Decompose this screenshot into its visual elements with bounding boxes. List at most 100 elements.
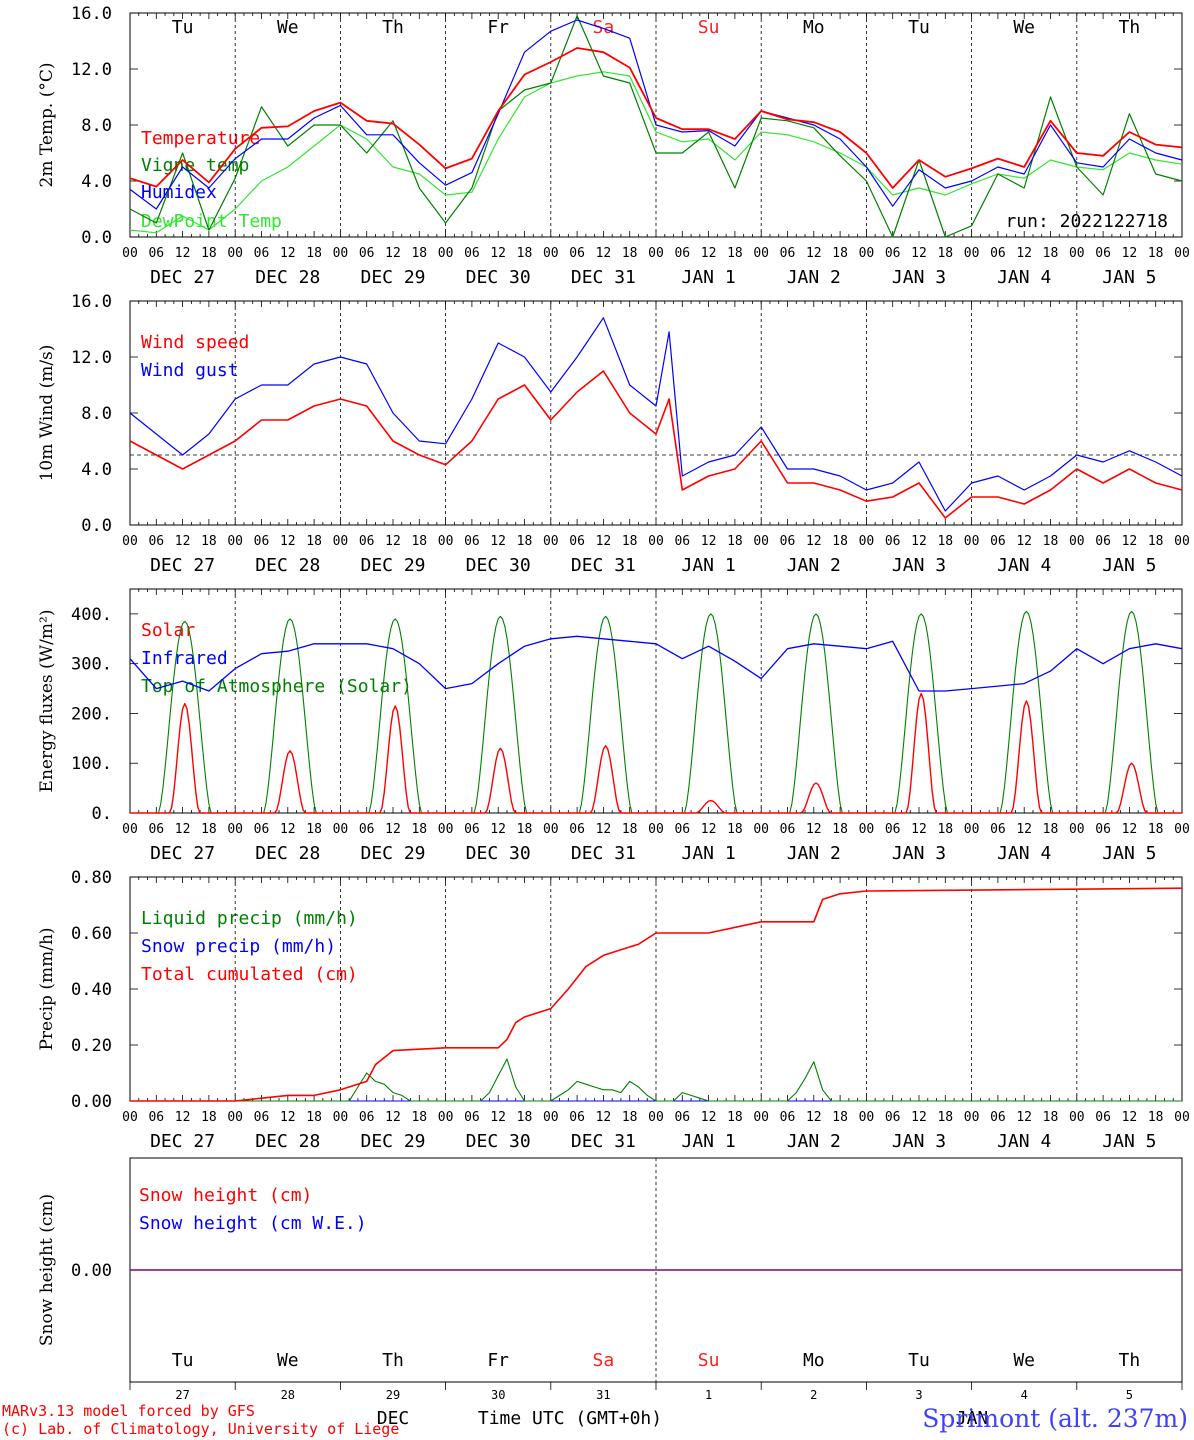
hour-tick-label: 18 [517, 822, 533, 837]
hour-tick-label: 00 [648, 1110, 664, 1125]
hour-tick-label: 06 [780, 822, 796, 837]
hour-tick-label: 12 [596, 822, 612, 837]
hour-tick-label: 18 [201, 246, 217, 261]
series-line-solar [130, 692, 1182, 814]
hour-tick-label: 06 [780, 246, 796, 261]
hour-tick-label: 06 [885, 534, 901, 549]
hour-tick-label: 12 [175, 1110, 191, 1125]
day-number: 30 [491, 1388, 505, 1402]
snow-legend: Snow height (cm) Snow height (cm W.E.) [139, 1185, 367, 1234]
hour-tick-label: 00 [859, 1110, 875, 1125]
y-tick-label: 0.00 [71, 1261, 112, 1281]
hour-tick-label: 12 [806, 246, 822, 261]
hour-tick-label: 12 [911, 1110, 927, 1125]
hour-tick-label: 18 [201, 1110, 217, 1125]
hour-tick-label: 12 [701, 534, 717, 549]
hour-tick-label: 18 [306, 246, 322, 261]
hour-tick-label: 18 [201, 822, 217, 837]
date-label: DEC 28 [255, 843, 320, 864]
legend-infrared: Infrared [141, 648, 228, 669]
hour-tick-label: 06 [464, 822, 480, 837]
hour-tick-label: 06 [359, 822, 375, 837]
hour-tick-label: 06 [254, 534, 270, 549]
date-label: JAN 1 [682, 267, 736, 288]
month-label: DEC [377, 1408, 410, 1429]
hour-tick-label: 06 [674, 534, 690, 549]
hour-tick-label: 00 [438, 246, 454, 261]
hour-tick-label: 18 [832, 1110, 848, 1125]
legend-solar: Solar [141, 620, 195, 641]
date-label: DEC 30 [466, 843, 531, 864]
hour-tick-label: 00 [1174, 822, 1190, 837]
date-label: DEC 30 [466, 1131, 531, 1152]
hour-tick-label: 18 [832, 246, 848, 261]
hour-tick-label: 18 [411, 246, 427, 261]
hour-tick-label: 18 [622, 246, 638, 261]
hour-tick-label: 12 [596, 1110, 612, 1125]
date-label: JAN 1 [682, 1131, 736, 1152]
day-name: Tu [172, 1350, 194, 1371]
y-tick-label: 8.0 [81, 404, 112, 424]
day-name: Tu [908, 1350, 930, 1371]
hour-tick-label: 00 [1069, 822, 1085, 837]
day-number: 31 [596, 1388, 610, 1402]
day-number: 1 [705, 1388, 712, 1402]
date-label: JAN 4 [997, 1131, 1051, 1152]
y-tick-label: 0.80 [71, 868, 112, 888]
legend-dewpoint: DewPoint Temp [141, 211, 282, 232]
hour-tick-label: 18 [937, 534, 953, 549]
day-name: Th [1119, 17, 1141, 38]
date-label: DEC 30 [466, 555, 531, 576]
day-name: We [1013, 1350, 1035, 1371]
series-line-dewpoint-temp [129, 71, 1183, 234]
day-name: Mo [803, 17, 825, 38]
hour-tick-label: 12 [1016, 822, 1032, 837]
hour-tick-label: 18 [1148, 1110, 1164, 1125]
snow-axis-label: Snow height (cm) [37, 1194, 57, 1346]
hour-tick-label: 18 [1148, 822, 1164, 837]
hour-tick-label: 18 [1148, 534, 1164, 549]
series-line-temperature [129, 47, 1183, 189]
hour-tick-label: 00 [122, 534, 138, 549]
hour-tick-label: 12 [1122, 1110, 1138, 1125]
hour-tick-label: 12 [701, 822, 717, 837]
date-label: DEC 29 [360, 555, 425, 576]
hour-tick-label: 06 [464, 534, 480, 549]
y-tick-label: 12.0 [71, 348, 112, 368]
day-number: 3 [915, 1388, 922, 1402]
hour-tick-label: 18 [1043, 1110, 1059, 1125]
day-name: Sa [593, 1350, 615, 1371]
hour-tick-label: 00 [438, 1110, 454, 1125]
day-name: Sa [593, 17, 615, 38]
hour-tick-label: 00 [753, 822, 769, 837]
hour-tick-label: 12 [385, 822, 401, 837]
hour-tick-label: 06 [1095, 246, 1111, 261]
hour-tick-label: 18 [937, 822, 953, 837]
legend-total-cumulated: Total cumulated (cm) [141, 964, 358, 985]
series-line-total-cumulated-cm- [130, 887, 1183, 1102]
hour-tick-label: 18 [727, 246, 743, 261]
hour-tick-label: 12 [280, 1110, 296, 1125]
hour-tick-label: 06 [990, 246, 1006, 261]
day-number: 5 [1126, 1388, 1133, 1402]
hour-tick-label: 18 [1148, 246, 1164, 261]
hour-tick-label: 00 [543, 1110, 559, 1125]
hour-tick-label: 18 [1043, 246, 1059, 261]
day-name: Tu [172, 17, 194, 38]
hour-tick-label: 06 [990, 1110, 1006, 1125]
hour-tick-label: 06 [1095, 1110, 1111, 1125]
date-label: DEC 28 [255, 555, 320, 576]
hour-tick-label: 12 [701, 1110, 717, 1125]
hour-tick-label: 12 [385, 534, 401, 549]
date-label: DEC 27 [150, 1131, 215, 1152]
hour-tick-label: 06 [569, 534, 585, 549]
day-name: We [277, 1350, 299, 1371]
hour-tick-label: 12 [1016, 534, 1032, 549]
hour-tick-label: 06 [569, 822, 585, 837]
hour-tick-label: 12 [280, 534, 296, 549]
hour-tick-label: 12 [911, 246, 927, 261]
hour-tick-label: 12 [1122, 534, 1138, 549]
month-label-jan: JAN [956, 1408, 989, 1429]
hour-tick-label: 06 [780, 534, 796, 549]
